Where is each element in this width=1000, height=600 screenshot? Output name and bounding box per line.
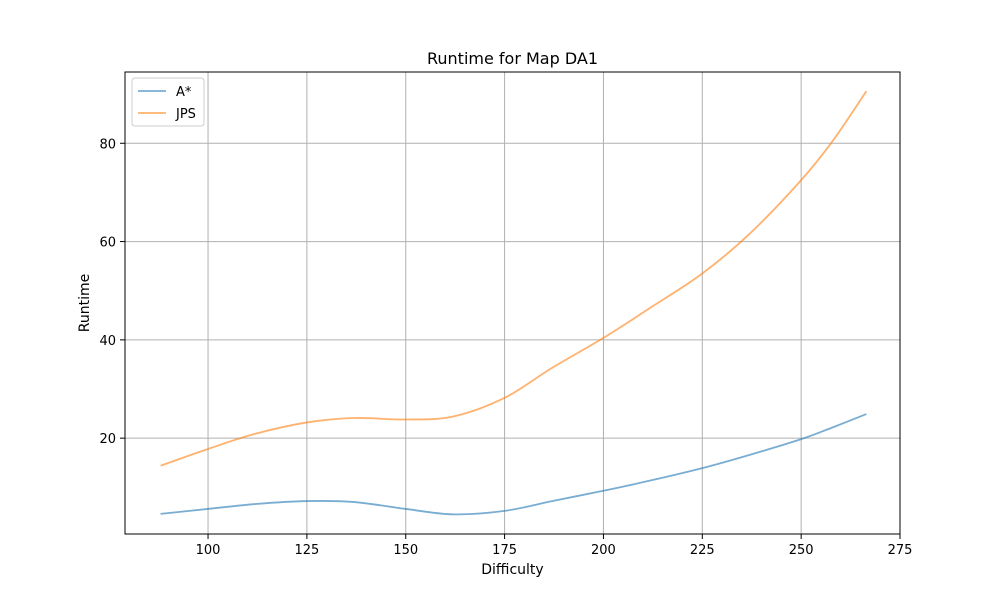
plot-frame — [124, 71, 901, 535]
legend-label-a-star: A* — [176, 85, 192, 100]
x-axis: 100 125 150 175 200 225 250 275 — [196, 534, 913, 558]
y-tick-label: 20 — [99, 432, 116, 447]
x-tick-label: 175 — [492, 543, 517, 558]
series-line-jps — [160, 90, 868, 467]
x-axis-label: Difficulty — [481, 562, 543, 578]
y-axis: 20 40 60 80 — [99, 137, 125, 447]
x-tick-label: 275 — [888, 543, 913, 558]
legend-label-jps: JPS — [175, 107, 196, 122]
x-tick-label: 250 — [789, 543, 814, 558]
y-tick-label: 80 — [99, 137, 116, 152]
legend-box — [131, 77, 205, 127]
chart-title: Runtime for Map DA1 — [427, 49, 598, 68]
x-tick-label: 125 — [294, 543, 319, 558]
x-tick-label: 100 — [196, 543, 221, 558]
series-line-a-star — [160, 413, 867, 516]
x-tick-label: 200 — [591, 543, 616, 558]
x-tick-label: 225 — [690, 543, 715, 558]
y-tick-label: 40 — [99, 334, 116, 349]
grid — [125, 72, 901, 534]
legend: A* JPS — [131, 77, 205, 127]
x-tick-label: 150 — [393, 543, 418, 558]
series-layer — [160, 90, 868, 516]
y-axis-label: Runtime — [77, 274, 93, 332]
y-tick-label: 60 — [99, 236, 116, 251]
